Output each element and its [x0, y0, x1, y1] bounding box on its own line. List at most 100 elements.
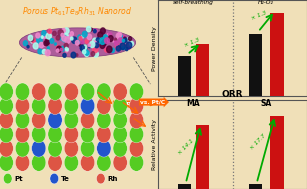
Circle shape	[100, 28, 105, 34]
Circle shape	[103, 44, 105, 48]
Circle shape	[97, 111, 111, 129]
Circle shape	[128, 37, 132, 41]
Circle shape	[42, 31, 46, 36]
Circle shape	[84, 51, 89, 57]
Circle shape	[100, 38, 105, 44]
Circle shape	[45, 40, 49, 45]
Circle shape	[68, 35, 71, 39]
Circle shape	[43, 34, 46, 38]
Circle shape	[79, 36, 82, 40]
Circle shape	[80, 140, 95, 157]
Circle shape	[85, 51, 89, 55]
Ellipse shape	[19, 28, 136, 57]
Text: × 1.3: × 1.3	[184, 37, 200, 48]
Bar	[196, 44, 209, 96]
Circle shape	[107, 46, 112, 53]
Circle shape	[3, 173, 12, 184]
Circle shape	[97, 97, 111, 115]
Circle shape	[113, 154, 127, 171]
Circle shape	[122, 46, 125, 50]
Text: Rh: Rh	[108, 176, 118, 182]
Circle shape	[45, 35, 48, 39]
Circle shape	[114, 41, 118, 46]
Circle shape	[78, 40, 80, 44]
Y-axis label: Power Density: Power Density	[152, 26, 157, 71]
Circle shape	[107, 39, 110, 42]
Circle shape	[97, 125, 111, 143]
Circle shape	[15, 125, 29, 143]
Circle shape	[56, 37, 59, 40]
Text: vs. Pt/C: vs. Pt/C	[140, 100, 165, 105]
Bar	[178, 56, 192, 96]
Bar	[249, 33, 262, 96]
Circle shape	[71, 52, 76, 58]
Circle shape	[109, 33, 112, 37]
Circle shape	[116, 46, 121, 51]
Circle shape	[32, 39, 35, 43]
Circle shape	[99, 38, 101, 41]
Circle shape	[120, 43, 126, 50]
Title: ORR: ORR	[222, 90, 243, 99]
Circle shape	[90, 41, 95, 48]
Circle shape	[61, 46, 65, 51]
Circle shape	[116, 44, 119, 49]
Circle shape	[50, 39, 54, 43]
Circle shape	[82, 31, 87, 37]
Circle shape	[48, 29, 51, 33]
Circle shape	[116, 33, 121, 39]
Circle shape	[65, 48, 68, 52]
Circle shape	[15, 140, 29, 157]
Circle shape	[108, 36, 113, 42]
Circle shape	[32, 97, 46, 115]
Circle shape	[30, 37, 34, 41]
Circle shape	[66, 48, 68, 51]
Circle shape	[76, 40, 79, 45]
Text: vs. Pt/C: vs. Pt/C	[114, 101, 153, 106]
Circle shape	[106, 37, 110, 41]
Circle shape	[64, 125, 79, 143]
Text: Te: Te	[61, 176, 70, 182]
Circle shape	[32, 154, 46, 171]
Circle shape	[63, 53, 66, 57]
Circle shape	[113, 111, 127, 129]
Circle shape	[120, 35, 122, 38]
Circle shape	[48, 154, 62, 171]
Circle shape	[107, 33, 111, 39]
Circle shape	[50, 173, 59, 184]
Circle shape	[113, 125, 127, 143]
Circle shape	[102, 40, 107, 46]
Circle shape	[97, 140, 111, 157]
Circle shape	[41, 36, 43, 38]
Bar	[270, 116, 284, 189]
Circle shape	[60, 48, 63, 51]
Circle shape	[37, 37, 42, 43]
Circle shape	[42, 50, 46, 54]
Circle shape	[48, 125, 62, 143]
Circle shape	[64, 43, 68, 48]
Circle shape	[119, 38, 122, 42]
Circle shape	[54, 43, 56, 45]
Circle shape	[53, 31, 56, 36]
Circle shape	[83, 50, 86, 54]
Circle shape	[56, 46, 60, 50]
Circle shape	[62, 29, 65, 33]
Circle shape	[87, 26, 91, 32]
Circle shape	[129, 125, 144, 143]
Circle shape	[44, 41, 48, 46]
Circle shape	[32, 140, 46, 157]
Circle shape	[111, 48, 115, 53]
Circle shape	[82, 35, 84, 38]
Circle shape	[92, 46, 98, 53]
Circle shape	[92, 38, 97, 44]
Circle shape	[80, 83, 95, 100]
Circle shape	[97, 154, 111, 171]
Circle shape	[82, 45, 87, 51]
Circle shape	[62, 36, 66, 41]
Y-axis label: Relative Activity: Relative Activity	[152, 119, 157, 170]
Circle shape	[39, 42, 44, 48]
Circle shape	[80, 45, 84, 50]
Circle shape	[129, 154, 144, 171]
Circle shape	[0, 140, 13, 157]
Circle shape	[96, 173, 105, 184]
Circle shape	[115, 38, 116, 41]
